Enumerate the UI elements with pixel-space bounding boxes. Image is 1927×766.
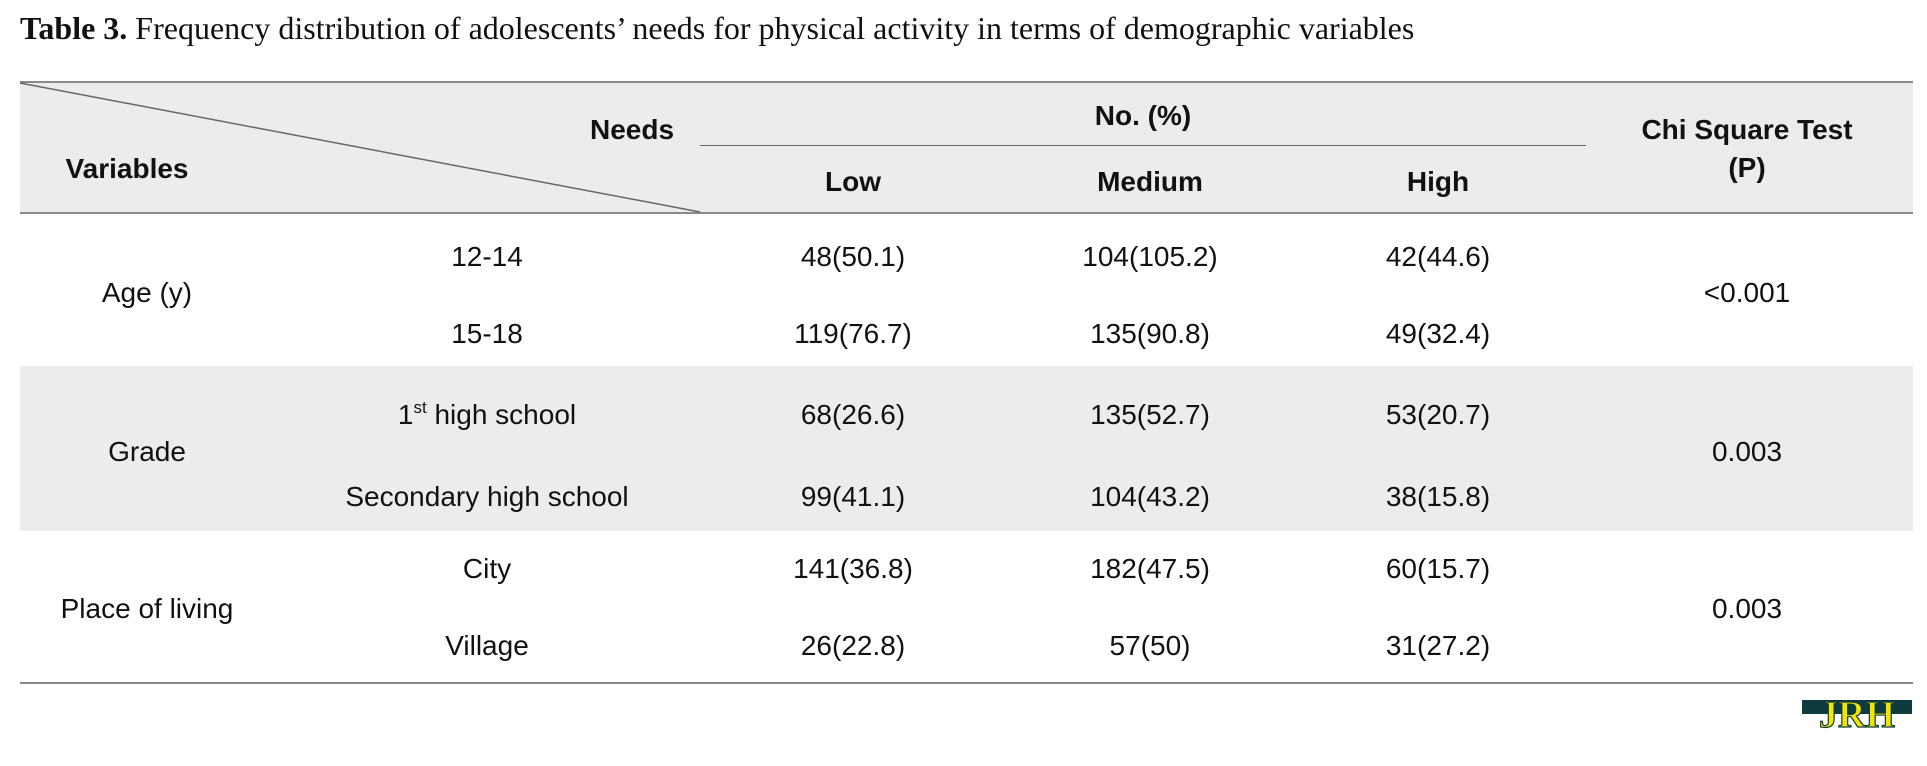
cell-high: 42(44.6): [1385, 241, 1491, 272]
group-variable: Place of living: [60, 593, 234, 624]
cell-low: 141(36.8): [793, 553, 913, 584]
jrh-logo-text: JRH: [1819, 694, 1895, 734]
table-title: Frequency distribution of adolescents’ n…: [127, 10, 1415, 46]
header-bottom-rule: [20, 212, 1913, 214]
cell-high: 49(32.4): [1385, 318, 1491, 349]
diagonal-header-divider: [20, 82, 701, 213]
chi-square-p-value: 0.003: [1711, 593, 1783, 624]
table-header-background: [20, 83, 1913, 212]
cell-high: 31(27.2): [1385, 630, 1491, 661]
top-rule: [20, 81, 1913, 83]
row-level: 12-14: [451, 241, 523, 272]
cell-low: 26(22.8): [800, 630, 906, 661]
header-chi-square-line1: Chi Square Test: [1641, 114, 1853, 145]
cell-medium: 57(50): [1109, 630, 1191, 661]
cell-high: 60(15.7): [1385, 553, 1491, 584]
row-level: Village: [445, 630, 529, 661]
header-group-no-percent: No. (%): [1094, 100, 1192, 131]
row-level-ordinal-suffix: st: [413, 398, 427, 417]
cell-medium: 135(52.7): [1090, 399, 1210, 430]
header-chi-square-line2: (P): [1728, 152, 1766, 183]
jrh-logo: JRH: [1802, 694, 1912, 734]
group-variable: Grade: [108, 436, 186, 467]
header-high: High: [1406, 166, 1470, 197]
chi-square-p-value: 0.003: [1711, 436, 1783, 467]
table-caption: Table 3. Frequency distribution of adole…: [20, 8, 1414, 48]
cell-low: 48(50.1): [800, 241, 906, 272]
cell-high: 38(15.8): [1385, 481, 1491, 512]
row-level: Secondary high school: [345, 481, 629, 512]
header-variables: Variables: [65, 153, 189, 184]
cell-low: 68(26.6): [800, 399, 906, 430]
row-level: City: [462, 553, 512, 584]
cell-high: 53(20.7): [1385, 399, 1491, 430]
bottom-rule: [20, 682, 1913, 684]
header-low: Low: [825, 166, 881, 197]
cell-low: 119(76.7): [794, 318, 912, 349]
cell-medium: 135(90.8): [1090, 318, 1210, 349]
row-level: 1st high school: [398, 398, 576, 432]
cell-low: 99(41.1): [800, 481, 906, 512]
row-level-number: 1: [397, 399, 414, 430]
chi-square-p-value: <0.001: [1703, 277, 1791, 308]
group-variable: Age (y): [101, 277, 193, 308]
cell-medium: 104(43.2): [1090, 481, 1210, 512]
header-needs: Needs: [589, 114, 675, 145]
cell-medium: 104(105.2): [1082, 241, 1218, 272]
cell-medium: 182(47.5): [1090, 553, 1210, 584]
row-level: 15-18: [451, 318, 523, 349]
group-header-underline: [700, 145, 1586, 146]
row-level-text: high school: [426, 399, 577, 430]
header-medium: Medium: [1097, 166, 1203, 197]
table-number: Table 3.: [20, 10, 128, 46]
grade-row-band: [20, 366, 1913, 531]
